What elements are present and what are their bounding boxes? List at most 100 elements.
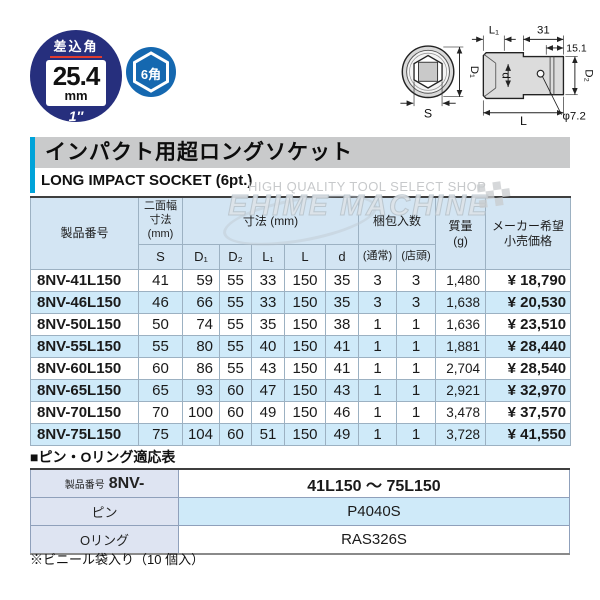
- spec-cell: 8NV-50L150: [30, 313, 139, 336]
- spec-cell: 60: [138, 357, 183, 380]
- spec-cell: 150: [284, 357, 326, 380]
- dim-label-d1: D₁: [468, 66, 480, 78]
- spec-cell: 65: [138, 379, 183, 402]
- spec-cell: 60: [219, 423, 252, 446]
- spec-row: 8NV-55L150 55 80 55 40 150 41 1 1 1,881 ¥ 28,440: [30, 335, 572, 358]
- dim-label-pin-dia: φ7.2: [562, 110, 585, 122]
- spec-cell: 1: [396, 313, 437, 336]
- drive-size-badge: 差込角 25.4 mm 1″: [30, 30, 122, 124]
- spec-cell: 1: [358, 401, 398, 424]
- drive-size-unit: mm: [64, 88, 88, 103]
- spec-cell: ¥ 37,570: [485, 401, 572, 424]
- spec-cell: 46: [138, 291, 183, 314]
- spec-cell: 3: [396, 269, 437, 292]
- pin-product-range: 41L150 ～ 75L150: [178, 468, 570, 498]
- spec-cell: 47: [251, 379, 285, 402]
- spec-cell: 41: [324, 335, 360, 358]
- spec-cell: 55: [138, 335, 183, 358]
- spec-cell: 150: [284, 269, 326, 292]
- col-header-d1: D₁: [182, 244, 220, 270]
- spec-cell: 66: [182, 291, 220, 314]
- spec-row: 8NV-70L150 70 100 60 49 150 46 1 1 3,478 ¥ 37,570: [30, 401, 572, 424]
- spec-cell: 93: [182, 379, 220, 402]
- pin-product-prefix: 8NV-: [108, 474, 145, 492]
- spec-cell: 3: [358, 291, 398, 314]
- socket-side-view: d L₁ 31 15.1 D₂ L: [471, 25, 593, 128]
- spec-cell: ¥ 28,540: [485, 357, 572, 380]
- spec-cell: 38: [324, 313, 360, 336]
- spec-cell: 8NV-65L150: [30, 379, 139, 402]
- drive-size-box: 25.4 mm: [46, 60, 106, 106]
- socket-front-view: S D₁: [400, 45, 480, 121]
- spec-cell: 1: [358, 313, 398, 336]
- col-header-product: 製品番号: [30, 196, 139, 270]
- packaging-note: ※ビニール袋入り（10 個入）: [30, 552, 205, 567]
- dim-label-l1: L₁: [489, 25, 499, 37]
- spec-cell: 35: [251, 313, 285, 336]
- dim-label-31: 31: [537, 25, 550, 37]
- spec-cell: 74: [182, 313, 220, 336]
- spec-row: 8NV-50L150 50 74 55 35 150 38 1 1 1,636 ¥ 23,510: [30, 313, 572, 336]
- dim-label-d: d: [499, 72, 511, 78]
- spec-cell: 86: [182, 357, 220, 380]
- spec-cell: 33: [251, 291, 285, 314]
- spec-cell: 1: [358, 357, 398, 380]
- spec-table-body: 8NV-41L150 41 59 55 33 150 35 3 3 1,480 ¥ 18,790 8N…: [30, 269, 572, 446]
- spec-table: 製品番号 二面幅 寸法 (mm) 寸法 (mm) 梱包入数 質量 (g) メーカ…: [30, 196, 572, 446]
- pin-row-product-header: 製品番号 8NV-: [30, 468, 179, 498]
- pin-product-label: 製品番号: [64, 479, 105, 491]
- pin-table-row-oring: Oリング RAS326S: [30, 525, 570, 555]
- spec-cell: 35: [324, 291, 360, 314]
- drive-angle-label: 差込角: [53, 39, 99, 54]
- title-bar: インパクト用超ロングソケット: [35, 137, 570, 168]
- spec-cell: 35: [324, 269, 360, 292]
- spec-cell: 41: [324, 357, 360, 380]
- spec-cell: 60: [219, 401, 252, 424]
- spec-cell: 3,728: [435, 423, 487, 446]
- spec-cell: 49: [324, 423, 360, 446]
- watermark-brand: EHIME MACHINE: [227, 190, 490, 223]
- spec-cell: 8NV-41L150: [30, 269, 139, 292]
- pin-table-row-pin: ピン P4040S: [30, 497, 570, 526]
- page-subtitle: LONG IMPACT SOCKET (6pt.): [41, 172, 253, 189]
- spec-cell: ¥ 20,530: [485, 291, 572, 314]
- page-title: インパクト用超ロングソケット: [45, 141, 353, 164]
- spec-cell: 150: [284, 423, 326, 446]
- spec-cell: 1,881: [435, 335, 487, 358]
- pin-row-pin-value: P4040S: [178, 497, 570, 526]
- dim-label-l: L: [520, 114, 527, 128]
- spec-cell: 8NV-55L150: [30, 335, 139, 358]
- spec-cell: ¥ 18,790: [485, 269, 572, 292]
- spec-cell: 150: [284, 335, 326, 358]
- col-header-s: S: [138, 244, 183, 270]
- spec-cell: 1: [358, 335, 398, 358]
- spec-cell: 80: [182, 335, 220, 358]
- spec-cell: 59: [182, 269, 220, 292]
- col-header-normal-pack: (通常): [358, 244, 398, 270]
- spec-cell: 8NV-70L150: [30, 401, 139, 424]
- pin-row-oring-header: Oリング: [30, 525, 179, 555]
- spec-cell: 104: [182, 423, 220, 446]
- spec-cell: 8NV-75L150: [30, 423, 139, 446]
- spec-row: 8NV-46L150 46 66 55 33 150 35 3 3 1,638 ¥ 20,530: [30, 291, 572, 314]
- col-header-mass: 質量 (g): [435, 196, 487, 270]
- spec-cell: 49: [251, 401, 285, 424]
- spec-cell: 50: [138, 313, 183, 336]
- spec-cell: 2,921: [435, 379, 487, 402]
- col-header-d2: D₂: [219, 244, 252, 270]
- spec-cell: 51: [251, 423, 285, 446]
- spec-cell: 33: [251, 269, 285, 292]
- spec-cell: 1,638: [435, 291, 487, 314]
- spec-cell: 75: [138, 423, 183, 446]
- spec-row: 8NV-41L150 41 59 55 33 150 35 3 3 1,480 ¥ 18,790: [30, 269, 572, 292]
- spec-cell: 150: [284, 313, 326, 336]
- spec-cell: ¥ 41,550: [485, 423, 572, 446]
- spec-cell: 1: [358, 379, 398, 402]
- col-header-dimensions: 寸法 (mm): [181, 196, 360, 245]
- spec-cell: 1: [396, 401, 437, 424]
- col-header-store-pack: (店頭): [396, 244, 437, 270]
- spec-cell: 40: [251, 335, 285, 358]
- spec-cell: 2,704: [435, 357, 487, 380]
- spec-cell: 1,480: [435, 269, 487, 292]
